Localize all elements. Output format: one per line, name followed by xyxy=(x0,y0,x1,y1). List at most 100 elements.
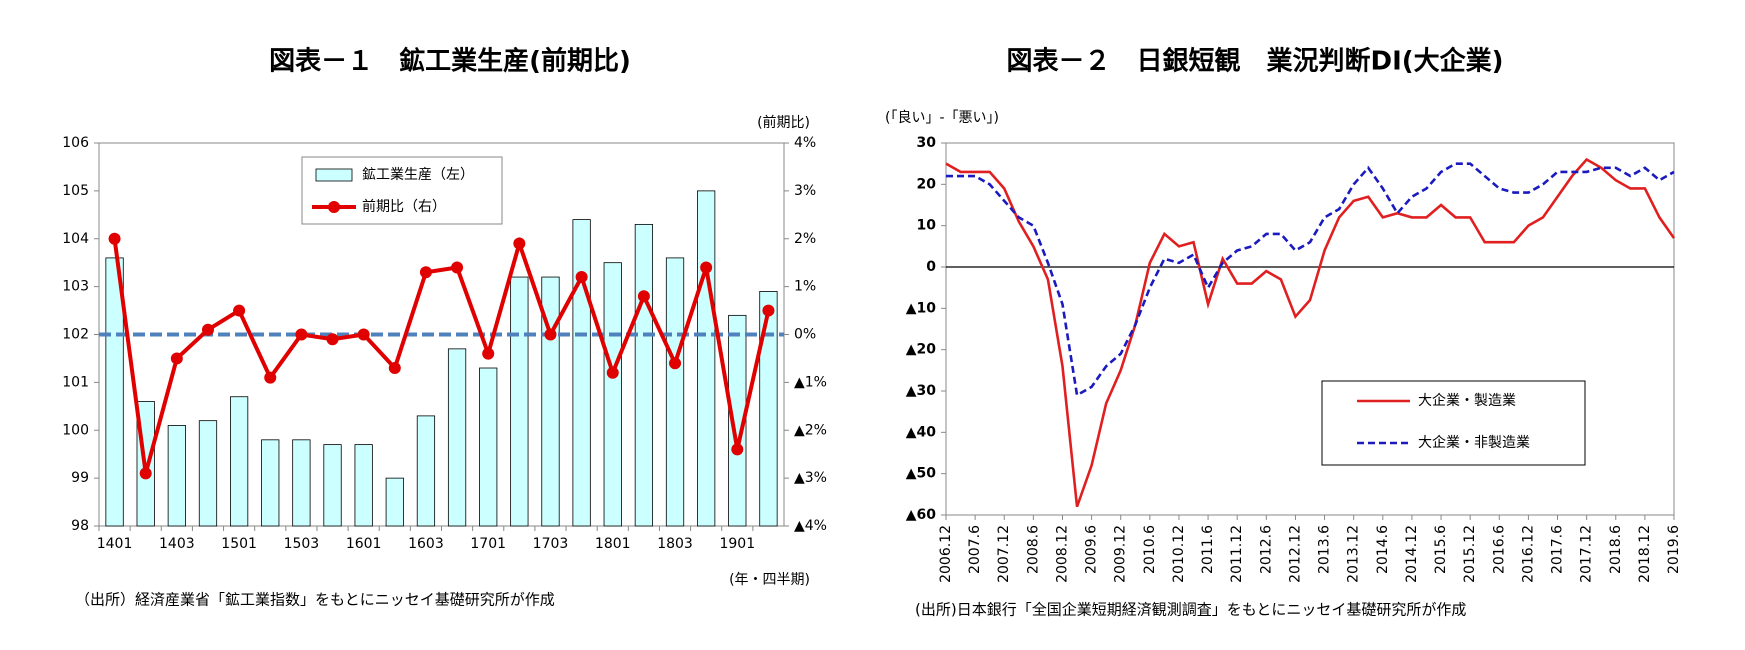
x-tick-label: 1703 xyxy=(533,536,569,552)
y2-tick-label: 2% xyxy=(794,231,816,247)
y-tick-label: 103 xyxy=(62,279,89,295)
x-tick-label: 2013.12 xyxy=(1346,525,1362,583)
x-tick-label: 2014.6 xyxy=(1375,525,1391,574)
bar xyxy=(198,420,218,527)
y2-tick-label: ▲4% xyxy=(794,518,827,534)
y2-tick-label: ▲2% xyxy=(794,422,827,438)
point xyxy=(513,237,526,250)
y-tick-label: ▲30 xyxy=(906,383,937,399)
point xyxy=(170,352,183,365)
point xyxy=(762,304,775,317)
bar xyxy=(541,276,560,527)
bar xyxy=(479,367,498,527)
y-tick-label: ▲40 xyxy=(906,424,937,440)
x-tick-label: 1503 xyxy=(284,536,320,552)
line xyxy=(112,236,771,474)
point xyxy=(637,290,650,303)
bar xyxy=(292,439,311,527)
y2-tick-label: 1% xyxy=(794,279,816,295)
legend-label: 大企業・製造業 xyxy=(1418,392,1516,409)
x-tick-label: 2007.12 xyxy=(996,525,1012,583)
point xyxy=(451,261,464,274)
point xyxy=(264,371,277,384)
y2-tick-label: ▲3% xyxy=(794,470,827,486)
x-tick-label: 2008.12 xyxy=(1054,525,1070,583)
bar xyxy=(634,223,654,527)
x-tick-label: 1701 xyxy=(470,536,506,552)
point xyxy=(731,443,744,456)
y-tick-label: 101 xyxy=(62,374,89,390)
x-tick-label: 1603 xyxy=(408,536,444,552)
y-tick-label: 102 xyxy=(62,327,89,343)
bar xyxy=(697,190,716,527)
x-tick-label: 1601 xyxy=(346,536,382,552)
bar xyxy=(229,396,249,527)
source-note: （出所）経済産業省「鉱工業指数」をもとにニッセイ基礎研究所が作成 xyxy=(75,591,555,609)
y-tick-label: ▲20 xyxy=(906,342,937,358)
y-tick-label: 99 xyxy=(71,470,89,486)
point xyxy=(669,357,682,370)
y-tick-label: 10 xyxy=(917,218,937,234)
legend-box xyxy=(1321,380,1586,466)
bar xyxy=(759,291,778,527)
bar xyxy=(572,219,591,527)
x-tick-label: 1803 xyxy=(657,536,693,552)
x-tick-label: 2013.6 xyxy=(1317,525,1333,574)
x-tick-label: 2006.12 xyxy=(938,525,954,583)
x-tick-label: 1801 xyxy=(595,536,631,552)
x-tick-label: 1501 xyxy=(221,536,257,552)
point xyxy=(326,333,339,346)
x-tick-label: 2009.6 xyxy=(1084,525,1100,574)
bar xyxy=(323,444,342,527)
bar xyxy=(354,444,373,527)
point xyxy=(139,467,152,480)
y-tick-label: ▲50 xyxy=(906,466,937,482)
y-tick-label: ▲10 xyxy=(906,300,937,316)
point xyxy=(575,271,588,284)
bar xyxy=(416,415,436,527)
point xyxy=(357,328,370,341)
x-tick-label: 2015.6 xyxy=(1433,525,1449,574)
x-tick-label: 2016.6 xyxy=(1491,525,1507,574)
x-tick-label: 1401 xyxy=(97,536,133,552)
x-tick-label: 2017.12 xyxy=(1579,525,1595,583)
plot-area xyxy=(945,142,1675,516)
x-tick-label: 2018.12 xyxy=(1637,525,1653,583)
y-tick-label: 98 xyxy=(71,518,89,534)
x-axis-label: (年・四半期) xyxy=(729,572,810,588)
y-tick-label: 105 xyxy=(62,183,89,199)
x-tick-label: 2012.6 xyxy=(1258,525,1274,574)
point xyxy=(201,323,214,336)
legend-label: 前期比（右） xyxy=(362,198,446,215)
legend-marker xyxy=(328,201,340,213)
x-tick-label: 2017.6 xyxy=(1550,525,1566,574)
x-tick-label: 2011.6 xyxy=(1200,525,1216,574)
x-tick-label: 2010.6 xyxy=(1142,525,1158,574)
x-tick-label: 2009.12 xyxy=(1113,525,1129,583)
bar xyxy=(447,348,467,527)
y-tick-label: ▲60 xyxy=(906,507,937,523)
point xyxy=(388,362,401,375)
y2-tick-label: ▲1% xyxy=(794,374,827,390)
x-tick-label: 2010.12 xyxy=(1171,525,1187,583)
bar xyxy=(385,477,404,527)
y-tick-label: 104 xyxy=(62,231,89,247)
x-tick-label: 2007.6 xyxy=(967,525,983,574)
bar xyxy=(603,262,622,527)
x-tick-label: 2015.12 xyxy=(1462,525,1478,583)
line xyxy=(946,162,1675,398)
point xyxy=(700,261,713,274)
x-tick-label: 1403 xyxy=(159,536,195,552)
y-tick-label: 0 xyxy=(926,259,936,275)
legend-swatch xyxy=(315,168,353,182)
point xyxy=(233,304,246,317)
chart-title: 図表－１ 鉱工業生産(前期比) xyxy=(269,46,631,77)
bar xyxy=(510,276,529,527)
legend-label: 大企業・非製造業 xyxy=(1418,434,1530,451)
bar xyxy=(105,257,124,527)
bar xyxy=(728,314,747,527)
bar xyxy=(261,439,280,527)
x-tick-label: 2011.12 xyxy=(1229,525,1245,583)
x-tick-label: 2014.12 xyxy=(1404,525,1420,583)
